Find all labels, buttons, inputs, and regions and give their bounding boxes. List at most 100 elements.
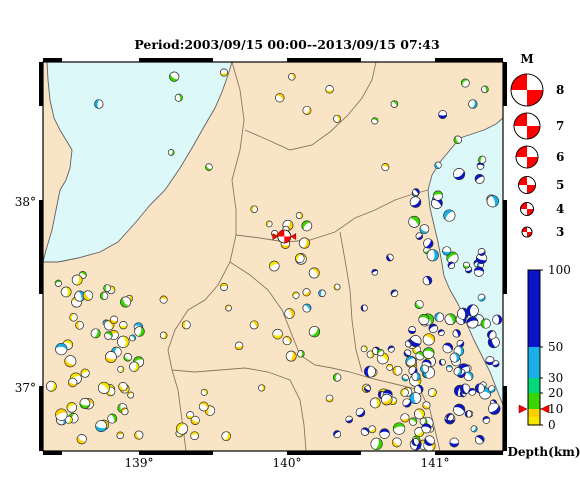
frame-tick-top <box>43 58 62 62</box>
frame-tick-top <box>287 58 361 62</box>
frame-tick-top <box>139 58 213 62</box>
frame-tick-right <box>503 62 507 106</box>
event-offshore-east <box>449 437 460 448</box>
event-fukushima-hamadori <box>392 422 406 435</box>
frame-tick-right <box>503 386 507 451</box>
event-sado-niigata <box>123 353 132 362</box>
earthquake-events <box>46 68 503 451</box>
event-sado-niigata <box>60 286 72 298</box>
event-miyagi-coast <box>474 173 485 184</box>
event-offshore-east <box>428 323 438 333</box>
event-chuetsu <box>198 401 209 412</box>
event-sado-niigata <box>134 326 145 337</box>
event-sado-niigata <box>64 355 77 368</box>
magnitude-legend-item: 7 <box>513 112 564 140</box>
event-offshore-east <box>492 360 500 368</box>
event-scattered <box>265 220 273 228</box>
event-fukushima-hamadori <box>360 427 370 436</box>
event-scattered <box>390 100 399 108</box>
depth-band <box>528 347 540 378</box>
event-sado-niigata <box>76 434 87 445</box>
event-sado-niigata <box>79 398 91 409</box>
event-sado-niigata <box>68 377 78 388</box>
event-sado-niigata <box>107 413 118 424</box>
event-fukushima-hamadori <box>355 407 366 418</box>
event-fukushima-hamadori <box>400 388 409 397</box>
magnitude-legend-item: 6 <box>515 145 564 169</box>
event-miyagi-coast <box>434 161 442 169</box>
magnitude-legend-label: 3 <box>556 225 564 239</box>
depth-tick-label: 10 <box>548 402 563 416</box>
event-miyagi-coast <box>476 162 485 170</box>
event-fukushima-hamadori <box>409 417 418 426</box>
event-fukushima-hamadori <box>422 347 435 359</box>
event-aizu-central <box>284 308 295 319</box>
event-aizu-central <box>308 267 320 279</box>
lon-tick-label-139: 139° <box>125 456 154 470</box>
event-scattered <box>250 205 258 213</box>
event-offshore-east <box>482 416 491 424</box>
event-sado-niigata <box>109 315 119 324</box>
frame-tick-left <box>39 386 43 451</box>
event-sado-niigata <box>105 351 117 363</box>
event-scattered <box>345 415 353 424</box>
depth-tick-label: 100 <box>548 263 571 277</box>
event-fukushima-hamadori <box>414 408 425 420</box>
depth-band <box>528 378 540 393</box>
event-miyagi-coast <box>473 266 485 277</box>
event-sado-niigata <box>95 420 108 433</box>
event-scattered <box>159 295 168 304</box>
event-miyagi-coast <box>422 275 433 286</box>
event-offshore-east <box>464 410 473 418</box>
event-sado-niigata <box>129 334 136 342</box>
event-aizu-central <box>268 260 280 272</box>
event-offshore-east <box>446 413 455 422</box>
lon-tick-label-141: 141° <box>421 456 450 470</box>
sado-island <box>43 62 73 263</box>
event-scattered <box>333 283 341 291</box>
event-miyagi-coast <box>415 232 424 240</box>
event-offshore-east <box>452 329 461 338</box>
event-aizu-central <box>301 220 313 232</box>
event-offshore-east <box>445 365 453 372</box>
event-sado-niigata <box>103 284 111 292</box>
event-fukushima-hamadori <box>379 428 390 439</box>
event-fukushima-hamadori <box>370 437 383 450</box>
frame-tick-left <box>39 200 43 294</box>
depth-marker <box>518 404 550 414</box>
event-miyagi-coast <box>447 261 455 269</box>
depth-tick-label: 30 <box>548 371 563 385</box>
event-sado-niigata <box>116 431 124 440</box>
event-scattered <box>295 211 303 220</box>
magnitude-legend: M 8 7 6 5 4 3 <box>510 52 564 239</box>
event-scattered <box>371 268 379 276</box>
event-miyagi-coast <box>478 155 487 164</box>
depth-tick-label: 50 <box>548 340 563 354</box>
event-offshore-east <box>409 335 422 348</box>
event-offshore-east <box>453 367 463 376</box>
event-fukushima-hamadori <box>364 385 371 393</box>
event-fukushima-hamadori <box>422 401 431 410</box>
event-offshore-east <box>453 403 466 416</box>
event-scattered <box>302 105 312 115</box>
event-miyagi-coast <box>442 246 452 256</box>
event-scattered <box>325 394 334 403</box>
event-miyagi-coast <box>480 318 491 329</box>
event-miyagi-coast <box>453 168 466 180</box>
frame-tick-bottom <box>287 451 361 455</box>
event-offshore-east <box>442 342 454 354</box>
frame-tick-right <box>503 200 507 294</box>
event-sado-niigata <box>66 402 77 413</box>
event-sado-niigata <box>82 290 94 301</box>
event-chuetsu <box>176 422 188 435</box>
event-offshore-east <box>438 358 446 366</box>
event-scattered <box>371 117 379 125</box>
event-offshore-east <box>405 356 417 367</box>
event-sado-niigata <box>127 391 135 399</box>
event-scattered <box>386 253 394 262</box>
event-fukushima-hamadori <box>376 348 385 357</box>
magnitude-legend-label: 4 <box>556 202 564 216</box>
event-offshore-east <box>488 385 496 393</box>
